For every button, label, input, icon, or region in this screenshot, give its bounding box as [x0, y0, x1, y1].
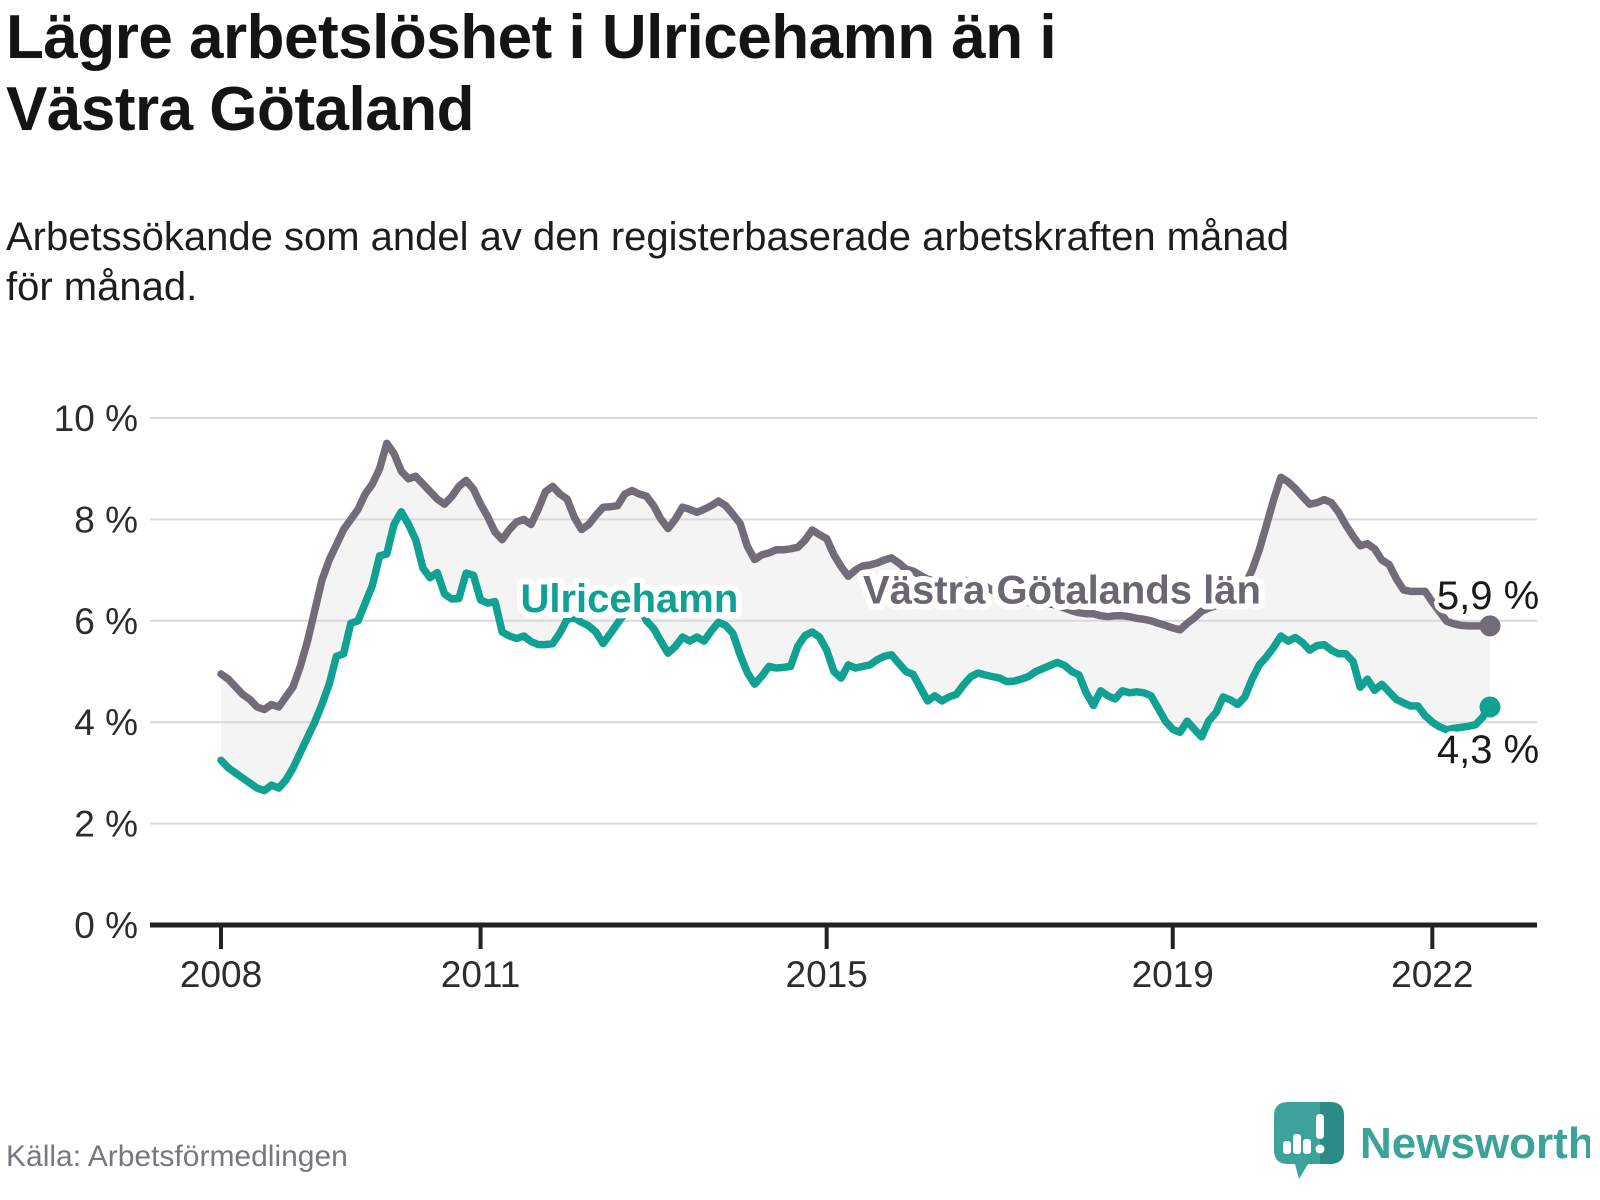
exclamation-dot: [1315, 1144, 1325, 1154]
y-axis-label-8pct: 8 %: [74, 499, 138, 540]
series-label-ulricehamn: Ulricehamn: [520, 577, 738, 621]
chart-subtitle: Arbetssökande som andel av den registerb…: [6, 212, 1566, 312]
x-axis-label-2022: 2022: [1391, 954, 1473, 995]
fill-between-series: [221, 443, 1490, 791]
end-value-label-ulricehamn: 4,3 %: [1437, 728, 1539, 772]
bar-2: [1293, 1134, 1301, 1154]
subtitle-line-1: Arbetssökande som andel av den registerb…: [6, 215, 1289, 259]
source-note: Källa: Arbetsförmedlingen: [6, 1140, 348, 1173]
title-line-2: Västra Götaland: [6, 74, 474, 144]
y-axis-label-10pct: 10 %: [54, 398, 138, 439]
subtitle-line-2: för månad.: [6, 265, 198, 309]
x-axis-label-2019: 2019: [1132, 954, 1214, 995]
series-line-ulricehamn: [217, 508, 1494, 795]
x-axis-label-2008: 2008: [180, 954, 262, 995]
chart-svg: 0 % 2 % 4 % 6 % 8 % 10 % 2008 2011 2015 2019 2022 V…: [54, 398, 1544, 995]
bar-3: [1303, 1139, 1311, 1154]
series-label-v-stra-g-talands-l-n: Västra Götalands län: [863, 568, 1261, 612]
newsworthy-bubble-chart-icon: [1274, 1102, 1344, 1179]
end-dot-ulricehamn: [1479, 696, 1501, 718]
brand-name: Newsworthy: [1360, 1119, 1590, 1168]
newsworthy-logo: Newsworthy: [1274, 1102, 1590, 1179]
y-axis-label-2pct: 2 %: [74, 804, 138, 845]
chart-footer: Källa: Arbetsförmedlingen Newsworthy: [0, 1102, 1600, 1192]
title-line-1: Lägre arbetslöshet i Ulricehamn än i: [6, 3, 1057, 72]
x-axis-label-2015: 2015: [786, 954, 868, 995]
x-axis-label-2011: 2011: [441, 954, 521, 995]
page-title: Lägre arbetslöshet i Ulricehamn än i Väst…: [6, 2, 1546, 146]
series-line-v-stra-g-talands-l-n: [217, 439, 1494, 714]
exclamation-bar: [1316, 1114, 1324, 1139]
y-axis-label-4pct: 4 %: [74, 702, 138, 743]
end-value-label-v-stra-g-talands-l-n: 5,9 %: [1437, 574, 1539, 618]
end-dot-v-stra-g-talands-l-n: [1479, 615, 1501, 637]
unemployment-line-chart: 0 % 2 % 4 % 6 % 8 % 10 % 2008 2011 2015 2019 2022 V…: [0, 340, 1600, 1000]
y-axis-label-0pct: 0 %: [74, 905, 138, 946]
y-axis-label-6pct: 6 %: [74, 601, 138, 642]
bar-1: [1283, 1141, 1291, 1154]
bubble-fold-shade: [1320, 1102, 1344, 1164]
